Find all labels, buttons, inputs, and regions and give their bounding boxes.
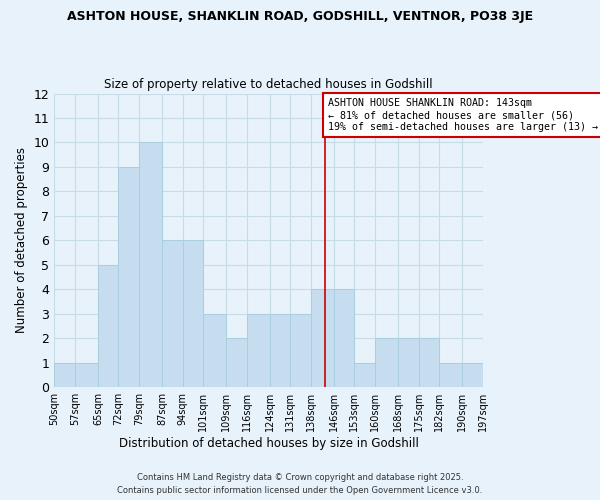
Bar [54,362,74,387]
Bar [74,362,98,387]
Bar [398,338,419,387]
Bar [118,167,139,387]
Title: Size of property relative to detached houses in Godshill: Size of property relative to detached ho… [104,78,433,91]
Text: ASHTON HOUSE, SHANKLIN ROAD, GODSHILL, VENTNOR, PO38 3JE: ASHTON HOUSE, SHANKLIN ROAD, GODSHILL, V… [67,10,533,23]
Bar [247,314,270,387]
Bar [355,362,375,387]
Bar [439,362,462,387]
Bar [419,338,439,387]
Bar [139,142,162,387]
Bar [98,265,118,387]
Bar [334,290,355,387]
Bar [462,362,482,387]
Bar [311,290,334,387]
Bar [182,240,203,387]
Bar [226,338,247,387]
X-axis label: Distribution of detached houses by size in Godshill: Distribution of detached houses by size … [119,437,418,450]
Text: ASHTON HOUSE SHANKLIN ROAD: 143sqm
← 81% of detached houses are smaller (56)
19%: ASHTON HOUSE SHANKLIN ROAD: 143sqm ← 81%… [328,98,598,132]
Bar [270,314,290,387]
Y-axis label: Number of detached properties: Number of detached properties [15,148,28,334]
Text: Contains HM Land Registry data © Crown copyright and database right 2025.
Contai: Contains HM Land Registry data © Crown c… [118,474,482,495]
Bar [290,314,311,387]
Bar [162,240,182,387]
Bar [375,338,398,387]
Bar [203,314,226,387]
